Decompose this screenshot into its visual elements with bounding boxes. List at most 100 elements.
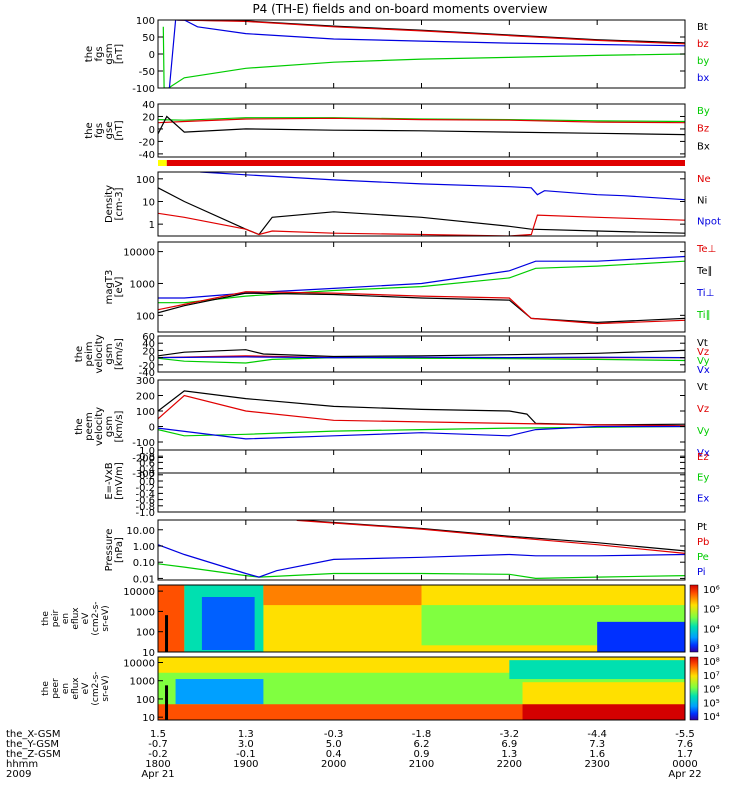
ytick-label: 10 [142,713,155,724]
ytick-label: 1000 [130,677,155,688]
ytick-label: 100 [136,311,155,322]
legend-Bt: Bt [697,22,708,33]
ylabel-line: fgs [94,46,105,61]
ytick-label: 10 [142,648,155,659]
ephem-value: 1.5 [150,729,166,740]
series-Te⊥ [158,291,685,325]
ephem-value: -1.8 [412,729,432,740]
series-Bz [158,117,685,124]
ytick-label: 10000 [123,658,155,669]
ytick-label: 10000 [123,587,155,598]
ephem-value: 0.4 [326,749,342,760]
legend-Vt: Vt [697,338,708,349]
legend-by: by [697,56,709,67]
ylabel-line: [nPa] [114,537,125,563]
ytick-label: -1.0 [135,508,155,519]
ytick-label: 60 [142,332,155,343]
legend-Vx: Vx [697,365,710,376]
ytick-label: -20 [139,137,155,148]
ephem-row-label: hhmm [6,759,38,770]
colorbar-label: 10⁵ [703,605,720,616]
ytick-label: -20 [139,361,155,372]
ephemeris-table: the_X-GSM 1.5 1.3 -0.3 -1.8 -3.2 -4.4 -5.5 the_Y… [6,729,702,780]
ytick-label: 0.10 [133,558,155,569]
series-by [162,26,685,88]
ephem-value: 1800 [145,759,170,770]
ytick-label: 100 [136,175,155,186]
legend-Ey: Ey [697,473,709,484]
ytick-label: 10 [142,197,155,208]
series-Pe [158,563,685,580]
ephem-value: -3.2 [500,729,520,740]
ephem-row-label: the_Y-GSM [6,739,59,750]
ytick-label: 0.8 [139,452,155,463]
legend-Vt: Vt [697,382,708,393]
ylabel-line: fgs [94,123,105,138]
ytick-label: 0.01 [133,574,155,585]
ephem-value: 1.3 [238,729,254,740]
ephem-value: 5.0 [326,739,342,750]
legend-Ti∥: Ti∥ [696,310,711,321]
ytick-label: 20 [142,112,155,123]
ytick-label: 1000 [130,607,155,618]
series-Vx [158,356,685,359]
ephem-value: 2000 [321,759,346,770]
series-Pi [158,544,685,578]
spec-band [158,585,185,652]
ylabel-line: sr-eV) [101,605,111,631]
ytick-label: 300 [136,376,155,387]
spectrogram-peer-eflux: 10000 1000 100 10 the peer en eflux eV (cm2-s-sr-… [41,656,720,724]
ephem-value: 1.7 [677,749,693,760]
ytick-label: 0.4 [139,465,155,476]
series-Te∥ [158,292,685,324]
ytick-label: -50 [139,67,155,78]
panel-peem-velocity: 300 200 100 0 -100 -200 -300 the peem velocity gsm… [74,376,710,480]
ytick-label: 0.6 [139,458,155,469]
ephem-value: 6.9 [501,739,517,750]
ytick-label: 10.00 [126,526,155,537]
series-Vy [158,356,685,364]
ytick-label: -40 [139,368,155,379]
ytick-label: 0.0 [139,477,155,488]
legend-Te∥: Te∥ [696,266,713,277]
legend-Vy: Vy [697,426,710,437]
ytick-label: -40 [139,150,155,161]
legend-Ez: Ez [697,452,709,463]
ylabel-line: [nT] [114,44,125,64]
status-bar-yellow [158,160,167,166]
ylabel-line: eflux [71,677,81,700]
series-Pb [296,520,685,554]
ephem-value: 1.6 [589,749,605,760]
spec-band [263,585,422,606]
legend-bx: bx [697,73,709,84]
ephem-value: 7.3 [589,739,605,750]
legend-Pe: Pe [697,552,709,563]
ylabel-line: velocity [94,334,105,373]
ylabel-line: [km/s] [114,338,125,370]
ylabel-line: [mV/m] [114,462,125,500]
ephem-value: 3.0 [238,739,254,750]
ylabel-line: velocity [94,407,105,446]
ephem-value: 2200 [497,759,522,770]
ytick-label: -300 [132,469,155,480]
spec-band [175,679,264,705]
legend-Npot: Npot [697,217,721,228]
ephem-value: 0000 [672,759,697,770]
spec-band [158,704,523,720]
colorbar-label: 10⁵ [703,698,720,709]
ytick-label: 1.00 [133,542,155,553]
colorbar-label: 10⁴ [703,712,720,723]
panel-frame [157,171,686,237]
ytick-label: 1.0 [139,446,155,457]
ylabel-line: the [84,46,95,62]
panel-fgs-gsm: 100 50 0 -50 -100 the fgs gsm [nT] Bt bz by bx [84,16,709,95]
status-bar-red [166,160,686,166]
legend-By: By [697,106,710,117]
series-Vz [158,394,685,427]
ylabel-line: peer [51,678,61,699]
spectrogram-peir-eflux: 10000 1000 100 10 the peir en eflux eV (cm2-s-sr-… [41,584,720,659]
ylabel-line: peem [84,412,95,440]
ylabel-line: en [61,613,71,624]
